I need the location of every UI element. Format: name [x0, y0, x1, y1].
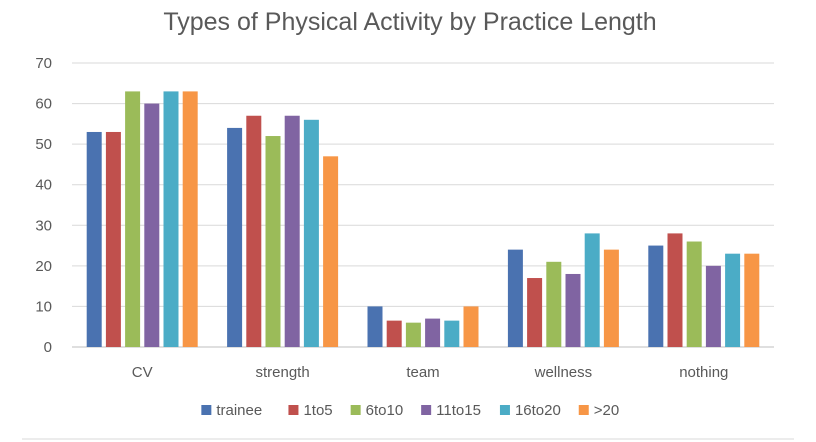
bar-nothing-11to15 [705, 265, 721, 347]
legend-swatch-16to20 [499, 405, 510, 415]
chart-title: Types of Physical Activity by Practice L… [163, 8, 656, 36]
y-tick-label: 30 [35, 217, 52, 234]
bar-wellness-16to20 [584, 233, 600, 347]
bar-CV-trainee [86, 131, 102, 347]
legend-swatch-trainee [201, 405, 212, 415]
bar-team-1to5 [386, 320, 402, 347]
y-tick-label: 40 [35, 177, 52, 194]
bar-strength-11to15 [284, 115, 300, 347]
y-tick-label: 50 [35, 136, 52, 153]
x-category-label: nothing [679, 364, 728, 381]
bar-wellness-trainee [507, 249, 523, 347]
legend-swatch-1to5 [288, 405, 299, 415]
bar-strength-trainee [227, 127, 243, 348]
y-tick-label: 60 [35, 96, 52, 113]
bar-strength->20 [323, 156, 339, 347]
bar-CV-1to5 [105, 131, 121, 347]
y-tick-label: 70 [35, 55, 52, 72]
bar-wellness-6to10 [546, 261, 562, 347]
y-axis-ticks: 0 10 20 30 40 50 60 70 [35, 55, 52, 356]
bar-strength-1to5 [246, 115, 262, 347]
bar-nothing-trainee [648, 245, 664, 347]
legend-label: 16to20 [515, 402, 561, 419]
bars [86, 91, 760, 348]
bar-CV-11to15 [144, 103, 160, 347]
bar-team-trainee [367, 306, 383, 347]
legend-swatch-6to10 [350, 405, 361, 415]
bar-team-11to15 [425, 318, 441, 347]
bar-strength-16to20 [303, 119, 319, 347]
bar-CV-16to20 [163, 91, 179, 348]
bar-team-6to10 [405, 322, 421, 347]
legend-label: trainee [216, 402, 262, 419]
x-axis-category-labels: CV strength team wellness nothing [132, 364, 729, 381]
bar-nothing-1to5 [667, 233, 683, 347]
bar-wellness-11to15 [565, 273, 581, 347]
legend-label: 1to5 [303, 402, 332, 419]
x-category-label: strength [255, 364, 309, 381]
legend-label: 11to15 [436, 402, 481, 419]
x-category-label: CV [132, 364, 153, 381]
legend-label: 6to10 [366, 402, 404, 419]
y-tick-label: 10 [35, 298, 52, 315]
legend: trainee 1to5 6to10 11to15 16to20 >20 [201, 402, 619, 419]
legend-swatch-11to15 [421, 405, 432, 415]
bar-CV->20 [182, 91, 198, 348]
bar-team-16to20 [444, 320, 460, 347]
bar-nothing-6to10 [686, 241, 702, 347]
bar-strength-6to10 [265, 136, 281, 347]
x-category-label: wellness [534, 364, 593, 381]
bar-wellness->20 [603, 249, 619, 347]
x-category-label: team [406, 364, 439, 381]
legend-swatch->20 [578, 405, 589, 415]
bar-CV-6to10 [125, 91, 141, 348]
y-tick-label: 20 [35, 258, 52, 275]
bar-wellness-1to5 [527, 278, 543, 347]
bar-nothing-16to20 [725, 253, 741, 347]
y-tick-label: 0 [44, 339, 52, 356]
bar-nothing->20 [744, 253, 760, 347]
legend-label: >20 [594, 402, 619, 419]
bar-team->20 [463, 306, 479, 347]
